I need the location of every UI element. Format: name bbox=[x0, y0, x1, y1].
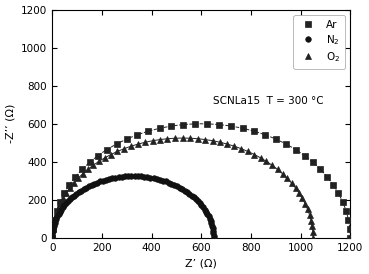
Ar bbox=[229, 124, 233, 128]
N$_2$ bbox=[169, 182, 174, 185]
Ar bbox=[241, 127, 245, 130]
Ar bbox=[158, 127, 162, 130]
Ar bbox=[135, 133, 139, 136]
Ar bbox=[273, 138, 278, 141]
Ar bbox=[181, 123, 186, 126]
Ar bbox=[169, 124, 174, 128]
Ar bbox=[80, 168, 85, 171]
Ar bbox=[325, 175, 330, 179]
O$_2$ bbox=[58, 202, 62, 206]
Line: O$_2$: O$_2$ bbox=[49, 135, 317, 241]
Ar bbox=[302, 154, 307, 157]
Ar bbox=[284, 142, 288, 146]
N$_2$ bbox=[161, 179, 165, 182]
N$_2$ bbox=[177, 186, 182, 189]
Ar bbox=[293, 148, 298, 151]
X-axis label: Z’ (Ω): Z’ (Ω) bbox=[185, 258, 217, 269]
Ar bbox=[344, 209, 348, 212]
Ar bbox=[318, 168, 323, 171]
N$_2$ bbox=[116, 175, 121, 179]
Ar bbox=[62, 192, 66, 195]
Ar bbox=[87, 161, 92, 164]
O$_2$ bbox=[86, 168, 90, 171]
O$_2$ bbox=[129, 145, 133, 148]
Ar bbox=[114, 142, 119, 146]
Ar bbox=[336, 192, 341, 195]
Ar bbox=[58, 200, 62, 204]
Line: Ar: Ar bbox=[49, 120, 354, 241]
Ar bbox=[341, 200, 345, 204]
Ar bbox=[124, 138, 129, 141]
Ar bbox=[348, 227, 352, 230]
Text: SCNLa15  T = 300 °C: SCNLa15 T = 300 °C bbox=[213, 96, 324, 106]
Ar bbox=[52, 218, 56, 221]
Ar bbox=[252, 130, 256, 133]
Ar bbox=[217, 123, 221, 126]
N$_2$ bbox=[207, 217, 212, 220]
Ar bbox=[146, 130, 151, 133]
Ar bbox=[348, 236, 352, 240]
N$_2$ bbox=[211, 236, 216, 240]
O$_2$ bbox=[306, 208, 310, 211]
Ar bbox=[50, 236, 55, 240]
O$_2$ bbox=[311, 231, 315, 234]
Ar bbox=[67, 183, 72, 187]
N$_2$ bbox=[50, 236, 55, 240]
Ar bbox=[263, 133, 268, 136]
Ar bbox=[96, 154, 100, 157]
Y-axis label: -Z’’ (Ω): -Z’’ (Ω) bbox=[6, 104, 15, 144]
Ar bbox=[205, 122, 210, 125]
Ar bbox=[73, 175, 77, 179]
Ar bbox=[51, 227, 55, 230]
O$_2$ bbox=[72, 181, 76, 185]
O$_2$ bbox=[180, 136, 185, 140]
Ar bbox=[346, 218, 351, 221]
Line: N$_2$: N$_2$ bbox=[49, 173, 217, 241]
O$_2$ bbox=[50, 236, 55, 240]
Ar bbox=[331, 183, 335, 187]
O$_2$ bbox=[311, 236, 315, 240]
Ar bbox=[54, 209, 59, 212]
Legend: Ar, N$_2$, O$_2$: Ar, N$_2$, O$_2$ bbox=[293, 15, 345, 69]
Ar bbox=[193, 122, 197, 125]
Ar bbox=[311, 161, 315, 164]
Ar bbox=[105, 148, 109, 151]
N$_2$ bbox=[129, 175, 134, 178]
N$_2$ bbox=[158, 178, 162, 181]
